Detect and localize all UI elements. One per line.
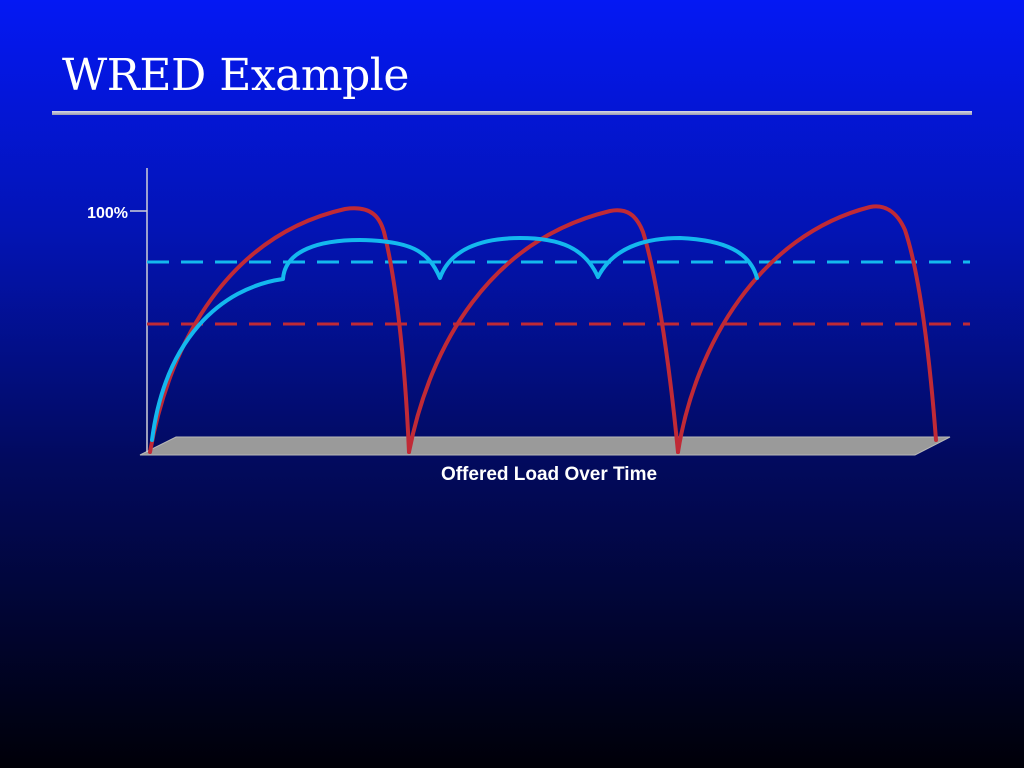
cyan-wred-curve	[150, 236, 759, 442]
baseline-floor	[139, 436, 951, 456]
red-load-curve-2	[407, 208, 680, 454]
y-axis-tick-label: 100%	[87, 205, 128, 222]
red-load-curve-1	[148, 206, 411, 454]
x-axis-label: Offered Load Over Time	[441, 464, 657, 485]
red-load-curve-3	[676, 204, 938, 454]
slide-title: WRED Example	[62, 50, 409, 101]
title-divider	[52, 111, 972, 115]
